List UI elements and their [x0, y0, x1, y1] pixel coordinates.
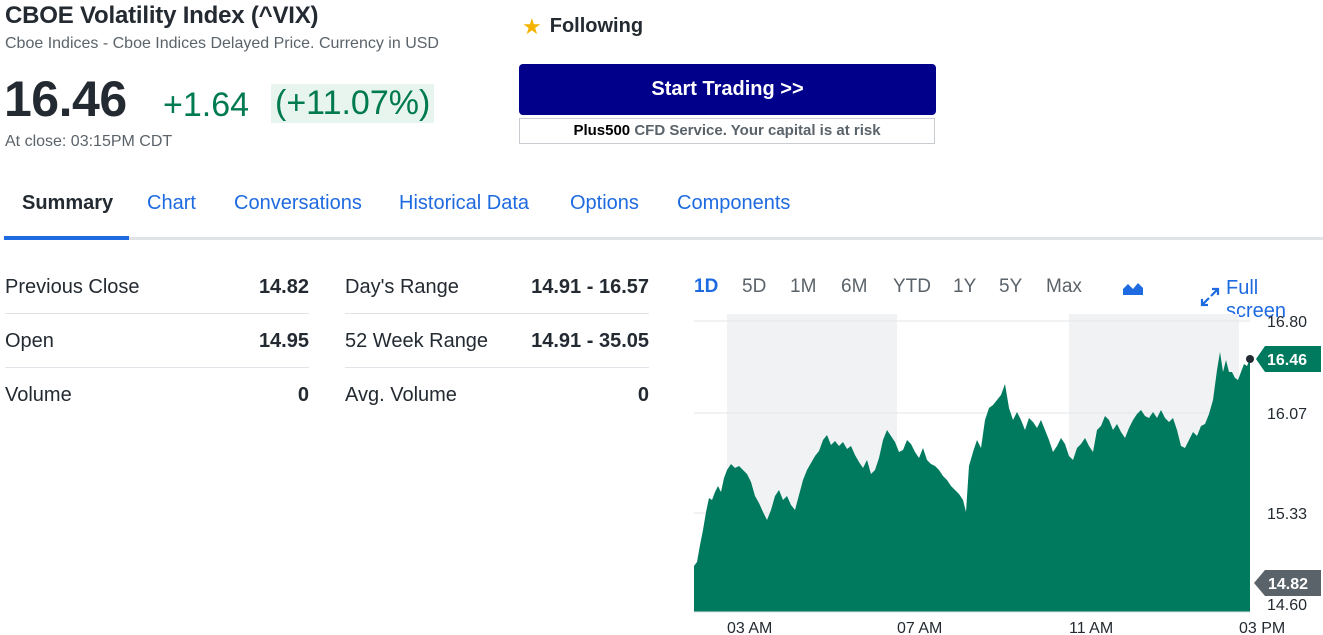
x-tick-label: 03 PM — [1239, 620, 1285, 635]
stat-row-previous-close: Previous Close 14.82 — [5, 260, 309, 314]
following-button[interactable]: ★ Following — [522, 15, 643, 38]
stat-label: Previous Close — [5, 276, 140, 298]
previous-close-tag-shape — [1254, 570, 1321, 596]
quote-title: CBOE Volatility Index (^VIX) — [5, 2, 319, 29]
stat-label: Volume — [5, 384, 72, 406]
stat-label: Avg. Volume — [345, 384, 457, 406]
range-6m[interactable]: 6M — [841, 276, 868, 297]
stat-label: 52 Week Range — [345, 330, 489, 352]
range-5d[interactable]: 5D — [742, 276, 767, 297]
range-1m[interactable]: 1M — [790, 276, 817, 297]
tab-summary[interactable]: Summary — [22, 192, 114, 214]
stat-value: 0 — [637, 384, 649, 406]
previous-close-tag-label: 14.82 — [1268, 576, 1308, 593]
current-price-tag-shape — [1256, 346, 1321, 372]
range-ytd[interactable]: YTD — [893, 276, 931, 297]
current-price-tag-label: 16.46 — [1267, 352, 1307, 369]
x-tick-label: 07 AM — [897, 620, 942, 635]
y-tick-label: 16.07 — [1267, 406, 1307, 423]
active-tab-indicator — [4, 236, 129, 240]
fullscreen-label: Full screen — [1226, 277, 1287, 322]
stat-row-52-week-range: 52 Week Range 14.91 - 35.05 — [345, 314, 649, 368]
stat-value: 14.95 — [258, 330, 309, 352]
x-tick-label: 03 AM — [727, 620, 772, 635]
tab-conversations[interactable]: Conversations — [234, 192, 362, 214]
y-axis-ticks: 16.80 16.07 15.33 14.60 — [1267, 314, 1307, 614]
range-max[interactable]: Max — [1046, 276, 1082, 297]
ad-brand: Plus500 — [573, 122, 631, 139]
ad-disclaimer[interactable]: Plus500 CFD Service. Your capital is at … — [519, 118, 935, 144]
x-tick-label: 11 AM — [1069, 620, 1113, 635]
stat-row-days-range: Day's Range 14.91 - 16.57 — [345, 260, 649, 314]
expand-icon — [1200, 287, 1220, 313]
price-change: +1.64 — [163, 86, 250, 124]
previous-close-tag: 14.82 — [1254, 570, 1321, 596]
range-1d[interactable]: 1D — [694, 276, 719, 297]
close-timestamp: At close: 03:15PM CDT — [5, 133, 173, 150]
stat-row-open: Open 14.95 — [5, 314, 309, 368]
quote-tabs: Summary Chart Conversations Historical D… — [4, 180, 1323, 240]
tab-chart[interactable]: Chart — [147, 192, 196, 214]
mountain-chart-icon[interactable] — [1122, 280, 1144, 301]
fullscreen-button[interactable]: Full screen — [1200, 277, 1323, 323]
range-1y[interactable]: 1Y — [953, 276, 977, 297]
price-area — [694, 352, 1250, 612]
star-icon: ★ — [522, 13, 542, 39]
start-trading-button[interactable]: Start Trading >> — [519, 64, 936, 115]
stat-row-volume: Volume 0 — [5, 368, 309, 422]
tab-components[interactable]: Components — [677, 192, 791, 214]
tab-options[interactable]: Options — [570, 192, 639, 214]
quote-subtitle: Cboe Indices - Cboe Indices Delayed Pric… — [5, 35, 439, 52]
stat-value: 14.82 — [258, 276, 309, 298]
stat-row-avg-volume: Avg. Volume 0 — [345, 368, 649, 422]
y-tick-label: 15.33 — [1267, 506, 1307, 523]
stat-value: 14.91 - 35.05 — [531, 330, 649, 352]
stat-value: 14.91 - 16.57 — [531, 276, 649, 298]
stat-label: Open — [5, 330, 54, 352]
y-tick-label: 14.60 — [1267, 597, 1307, 614]
current-price-dot — [1246, 355, 1254, 363]
range-5y[interactable]: 5Y — [999, 276, 1023, 297]
ad-disclaimer-text: CFD Service. Your capital is at risk — [630, 122, 881, 139]
x-axis-ticks: 03 AM 07 AM 11 AM 03 PM — [727, 620, 1285, 635]
current-price: 16.46 — [4, 71, 127, 127]
following-label: Following — [549, 15, 644, 37]
tab-historical-data[interactable]: Historical Data — [399, 192, 530, 214]
current-price-tag: 16.46 — [1246, 346, 1321, 372]
price-change-percent: (+11.07%) — [271, 84, 435, 123]
stat-value: 0 — [297, 384, 309, 406]
y-tick-label: 16.80 — [1267, 314, 1307, 331]
stat-label: Day's Range — [345, 276, 459, 298]
